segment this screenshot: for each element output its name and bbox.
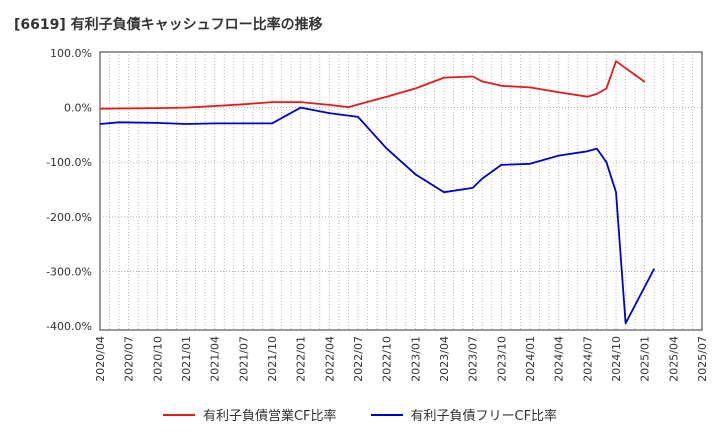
x-tick-label: 2022/10 <box>381 336 394 382</box>
legend-label: 有利子負債フリーCF比率 <box>410 409 558 424</box>
x-tick-label: 2024/07 <box>581 336 594 382</box>
legend-swatch-blue <box>370 413 403 416</box>
y-tick-label: 0.0% <box>64 102 92 115</box>
series-lines <box>99 60 655 325</box>
x-tick-label: 2021/04 <box>209 336 222 382</box>
x-tick-label: 2024/01 <box>524 336 537 382</box>
x-tick-label: 2021/01 <box>180 336 193 382</box>
plot-area <box>99 51 703 331</box>
x-tick-label: 2020/07 <box>123 336 136 382</box>
x-tick-label: 2024/04 <box>553 336 566 382</box>
y-axis-ticks: 100.0% 0.0% -100.0% -200.0% -300.0% -400.0% <box>46 47 92 333</box>
legend: 有利子負債営業CF比率 有利子負債フリーCF比率 <box>0 405 720 424</box>
x-tick-label: 2023/10 <box>495 336 508 382</box>
x-tick-label: 2023/01 <box>409 336 422 382</box>
x-tick-label: 2024/10 <box>610 336 623 382</box>
x-tick-label: 2022/01 <box>295 336 308 382</box>
legend-swatch-red <box>162 413 195 416</box>
legend-item-operating-cf: 有利子負債営業CF比率 <box>162 405 337 424</box>
series-line-0 <box>99 60 646 110</box>
y-tick-label: -400.0% <box>46 320 92 333</box>
x-tick-label: 2025/04 <box>667 336 680 382</box>
x-tick-label: 2021/10 <box>266 336 279 382</box>
y-tick-label: -300.0% <box>46 265 92 278</box>
x-tick-label: 2022/07 <box>352 336 365 382</box>
x-tick-label: 2023/04 <box>438 336 451 382</box>
y-tick-label: -200.0% <box>46 211 92 224</box>
y-tick-label: -100.0% <box>46 156 92 169</box>
legend-label: 有利子負債営業CF比率 <box>202 409 337 424</box>
chart-title: [6619] 有利子負債キャッシュフロー比率の推移 <box>14 17 323 33</box>
y-tick-label: 100.0% <box>50 47 92 60</box>
legend-item-free-cf: 有利子負債フリーCF比率 <box>370 405 558 424</box>
x-axis-ticks: 2020/04 2020/07 2020/10 2021/01 2021/04 2021/… <box>94 336 709 382</box>
x-tick-label: 2022/04 <box>323 336 336 382</box>
x-tick-label: 2025/07 <box>696 336 709 382</box>
x-tick-label: 2025/01 <box>639 336 652 382</box>
x-tick-label: 2021/07 <box>237 336 250 382</box>
series-line-1 <box>99 106 655 325</box>
grid-lines <box>100 52 702 330</box>
x-tick-label: 2023/07 <box>467 336 480 382</box>
x-tick-label: 2020/10 <box>151 336 164 382</box>
x-tick-label: 2020/04 <box>94 336 107 382</box>
